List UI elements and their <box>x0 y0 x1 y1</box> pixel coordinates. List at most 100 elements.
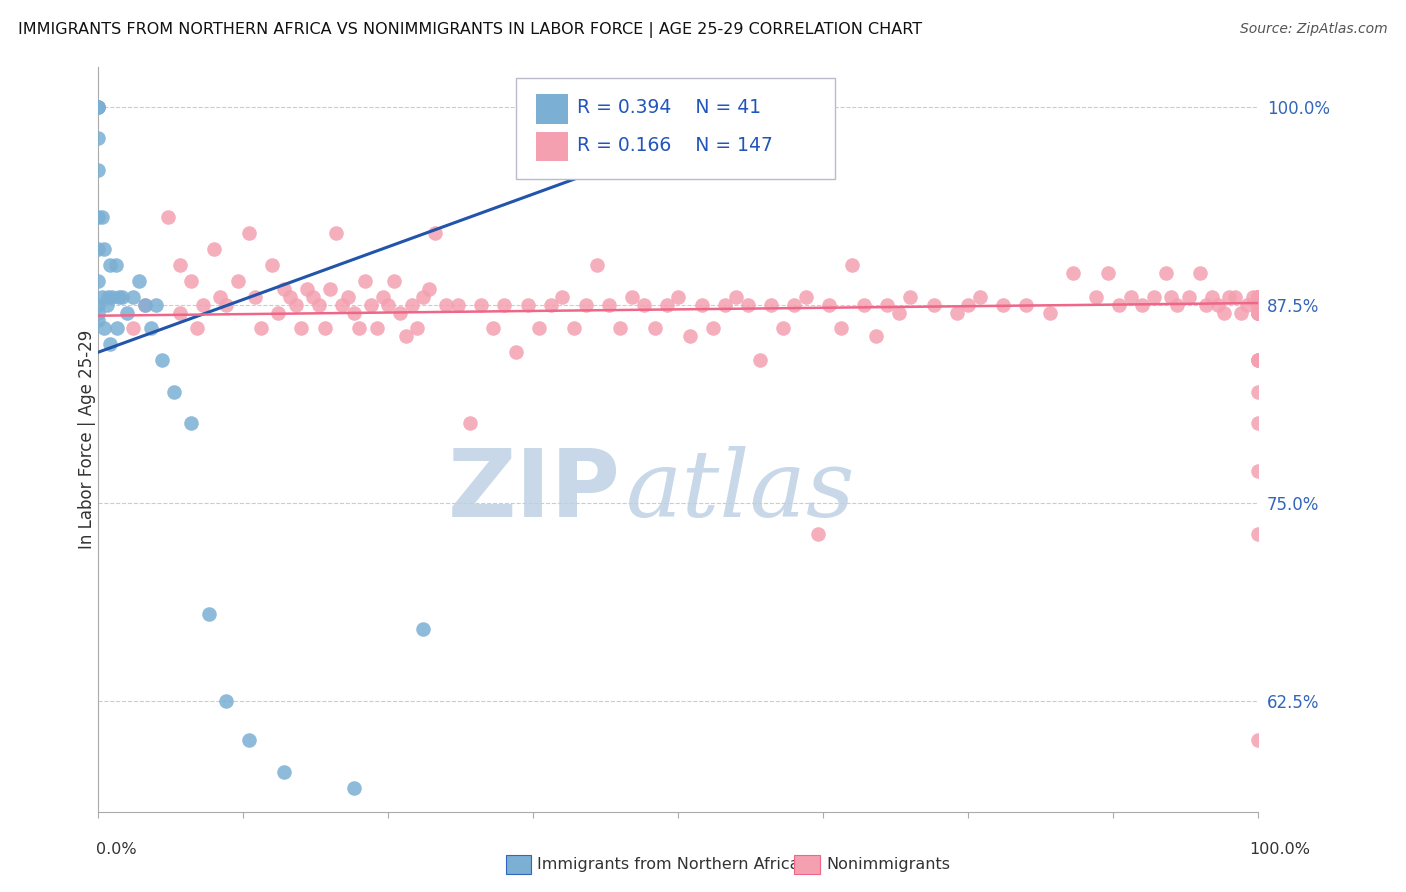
Point <box>852 297 875 311</box>
Point <box>1085 290 1108 304</box>
Point <box>273 282 295 296</box>
Point <box>1038 305 1062 319</box>
Point <box>725 99 748 113</box>
Point <box>87 242 110 256</box>
Point <box>644 321 666 335</box>
Point <box>1218 290 1240 304</box>
Point <box>1132 297 1154 311</box>
Point <box>215 694 238 708</box>
Point <box>783 297 806 311</box>
Point <box>1247 297 1270 311</box>
Point <box>343 305 366 319</box>
Point <box>702 321 724 335</box>
Point <box>343 780 366 795</box>
Point <box>157 211 180 225</box>
Point <box>841 258 863 272</box>
Point <box>865 329 887 343</box>
Point <box>1247 297 1270 311</box>
Point <box>145 297 167 311</box>
Point <box>1223 290 1247 304</box>
Point <box>1108 297 1130 311</box>
Point <box>139 321 162 335</box>
Point <box>633 297 655 311</box>
Point <box>807 99 830 113</box>
Point <box>1097 266 1119 280</box>
Point <box>1247 305 1270 319</box>
Point <box>1247 297 1270 311</box>
Point <box>180 274 202 288</box>
Point <box>325 227 347 241</box>
Point <box>243 290 266 304</box>
Point <box>1195 297 1218 311</box>
Point <box>87 313 110 327</box>
Point <box>969 290 991 304</box>
Point <box>96 297 118 311</box>
Point <box>946 305 969 319</box>
Point <box>1236 297 1258 311</box>
Point <box>1247 305 1270 319</box>
Point <box>1247 305 1270 319</box>
Point <box>666 290 689 304</box>
Point <box>1247 417 1270 431</box>
Point <box>360 297 382 311</box>
Point <box>87 99 110 113</box>
Point <box>516 297 538 311</box>
Point <box>1247 297 1270 311</box>
Point <box>794 290 817 304</box>
Point <box>1247 527 1270 541</box>
Point <box>1247 353 1270 368</box>
Point <box>215 297 238 311</box>
Point <box>1247 353 1270 368</box>
Point <box>621 290 644 304</box>
Point <box>1166 297 1188 311</box>
Point <box>238 227 260 241</box>
Point <box>562 321 585 335</box>
Point <box>319 282 342 296</box>
Point <box>1178 290 1201 304</box>
Point <box>238 733 260 747</box>
Point <box>191 297 214 311</box>
Point <box>93 242 115 256</box>
Point <box>128 274 150 288</box>
Text: 0.0%: 0.0% <box>96 842 136 856</box>
Point <box>308 297 330 311</box>
Point <box>336 290 359 304</box>
Point <box>418 282 440 296</box>
Point <box>505 345 527 359</box>
Text: Source: ZipAtlas.com: Source: ZipAtlas.com <box>1240 22 1388 37</box>
Point <box>98 337 121 351</box>
Point <box>87 99 110 113</box>
Point <box>1247 297 1270 311</box>
Point <box>1247 305 1270 319</box>
Point <box>1247 290 1270 304</box>
Point <box>529 321 551 335</box>
Point <box>1201 290 1223 304</box>
Point <box>748 353 770 368</box>
Text: R = 0.394    N = 41: R = 0.394 N = 41 <box>578 98 762 118</box>
Text: R = 0.166    N = 147: R = 0.166 N = 147 <box>578 136 773 154</box>
Text: Immigrants from Northern Africa: Immigrants from Northern Africa <box>537 857 800 871</box>
Point <box>876 297 898 311</box>
Point <box>90 290 112 304</box>
Point <box>1247 297 1270 311</box>
Point <box>163 384 186 399</box>
Point <box>395 329 418 343</box>
Point <box>1247 305 1270 319</box>
Point <box>655 297 678 311</box>
Point <box>1247 297 1270 311</box>
Point <box>458 417 481 431</box>
Point <box>481 321 505 335</box>
Point <box>412 290 434 304</box>
Point <box>1247 464 1270 478</box>
Point <box>1119 290 1142 304</box>
Point <box>278 290 301 304</box>
Point <box>1247 305 1270 319</box>
Point <box>87 131 110 145</box>
Point <box>1247 290 1270 304</box>
Point <box>226 274 249 288</box>
Point <box>1247 290 1270 304</box>
Point <box>87 297 110 311</box>
Point <box>1160 290 1182 304</box>
Bar <box>536 95 568 124</box>
Point <box>1189 266 1212 280</box>
